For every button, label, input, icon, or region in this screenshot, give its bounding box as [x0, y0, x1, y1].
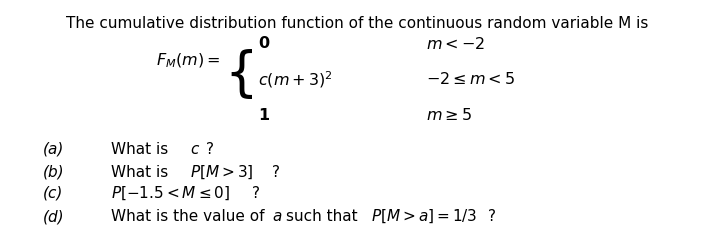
Text: (d): (d)	[43, 208, 64, 223]
Text: ?: ?	[272, 164, 280, 179]
Text: (b): (b)	[43, 164, 64, 179]
Text: 0: 0	[258, 36, 270, 51]
Text: $P[M > a] = 1/3$: $P[M > a] = 1/3$	[371, 207, 478, 224]
Text: The cumulative distribution function of the continuous random variable M is: The cumulative distribution function of …	[66, 16, 649, 31]
Text: ?: ?	[206, 141, 214, 156]
Text: such that: such that	[286, 208, 358, 223]
Text: $P[M > 3]$: $P[M > 3]$	[190, 163, 253, 180]
Text: (c): (c)	[43, 185, 63, 200]
Text: $c(m+3)^2$: $c(m+3)^2$	[258, 69, 333, 89]
Text: ?: ?	[252, 185, 260, 200]
Text: $c$: $c$	[190, 141, 200, 156]
Text: What is the value of: What is the value of	[112, 208, 265, 223]
Text: What is: What is	[112, 141, 169, 156]
Text: What is: What is	[112, 164, 169, 179]
Text: $P[-1.5 < M \leq 0]$: $P[-1.5 < M \leq 0]$	[112, 184, 230, 201]
Text: $m < -2$: $m < -2$	[426, 36, 485, 51]
Text: 1: 1	[258, 107, 270, 122]
Text: (a): (a)	[43, 141, 64, 156]
Text: $a$: $a$	[272, 208, 282, 223]
Text: $m \geq 5$: $m \geq 5$	[426, 107, 472, 123]
Text: ?: ?	[488, 208, 495, 223]
Text: $F_M(m){=}$: $F_M(m){=}$	[157, 51, 221, 69]
Text: $-2 \leq m < 5$: $-2 \leq m < 5$	[426, 71, 515, 87]
Text: {: {	[224, 49, 257, 101]
